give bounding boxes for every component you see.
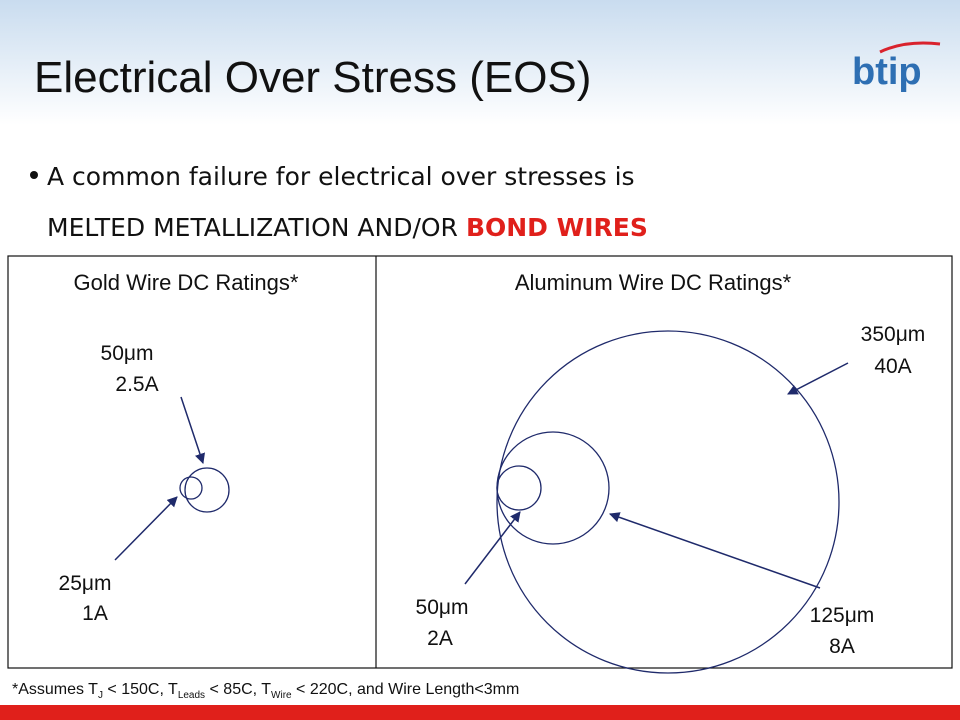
wire-size: 50μm — [416, 596, 469, 619]
subscript: J — [98, 690, 103, 701]
footnote: *Assumes TJ < 150C, TLeads < 85C, TWire … — [12, 681, 519, 701]
footer-bar — [0, 705, 960, 720]
header-bg — [0, 0, 960, 125]
wire-current: 2.5A — [115, 373, 158, 396]
arrow — [787, 362, 849, 395]
subscript: Leads — [178, 690, 205, 701]
wire-circle — [496, 431, 610, 545]
arrow — [114, 496, 178, 561]
logo-swoosh — [879, 41, 941, 54]
highlight: BOND WIRES — [466, 213, 648, 242]
wire-current: 40A — [874, 355, 911, 378]
wire-size: 350μm — [861, 323, 926, 346]
wire-circle — [179, 476, 203, 500]
wire-circle — [496, 465, 542, 511]
wire-circle — [184, 467, 230, 513]
wire-current: 2A — [427, 627, 453, 650]
footnote-text: < 220C, and Wire Length<3mm — [292, 681, 520, 698]
subscript: Wire — [271, 690, 292, 701]
title: Electrical Over Stress (EOS) — [34, 53, 591, 102]
wire-circle — [496, 330, 840, 674]
wire-current: 1A — [82, 602, 108, 625]
bullet-text: MELTED METALLIZATION AND/OR — [47, 213, 458, 242]
bullet-dot — [30, 171, 38, 179]
footnote-text: < 150C, T — [103, 681, 178, 698]
wire-size: 25μm — [59, 572, 112, 595]
panel-title: Gold Wire DC Ratings* — [74, 270, 299, 295]
bullet-text: A common failure for electrical over str… — [47, 162, 635, 191]
arrow — [464, 511, 521, 585]
arrow — [180, 396, 205, 464]
logo: btip — [852, 51, 922, 93]
frame — [7, 255, 953, 669]
footnote-text: < 85C, T — [205, 681, 271, 698]
panel-title: Aluminum Wire DC Ratings* — [515, 270, 792, 295]
bullet-text: MELTED METALLIZATION AND/OR BOND WIRES — [47, 213, 648, 242]
wire-current: 8A — [829, 635, 855, 658]
arrow — [609, 512, 821, 589]
footnote-text: *Assumes T — [12, 681, 98, 698]
wire-size: 125μm — [810, 604, 875, 627]
wire-size: 50μm — [101, 342, 154, 365]
